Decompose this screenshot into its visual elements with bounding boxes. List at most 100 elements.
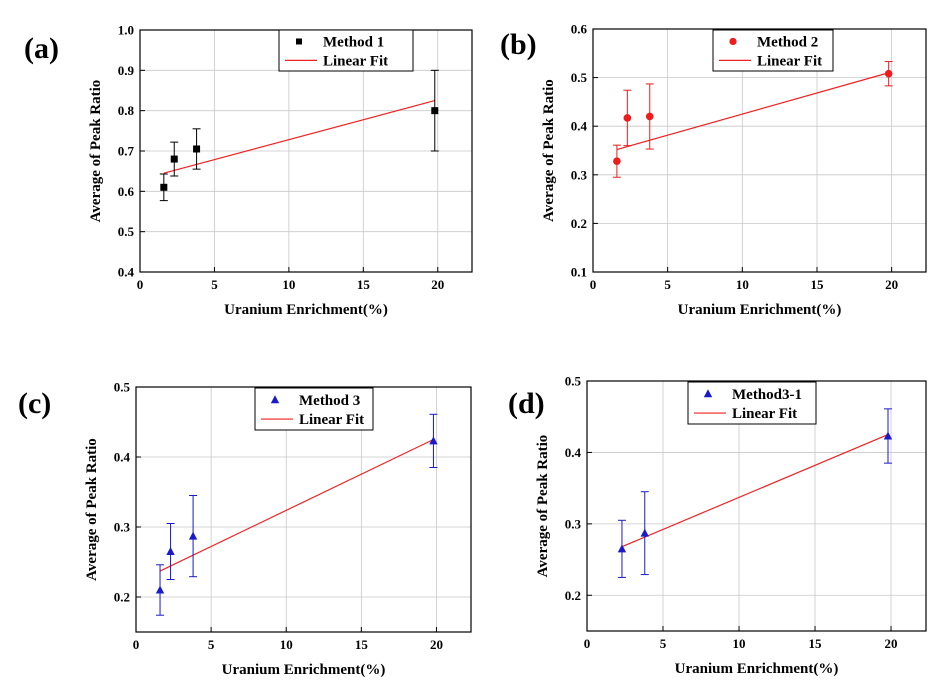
- y-tick-label: 0.6: [571, 22, 588, 37]
- linear-fit-line: [159, 438, 434, 572]
- y-tick-label: 0.6: [118, 184, 135, 199]
- legend-marker: [703, 389, 713, 398]
- y-tick-label: 0.3: [565, 516, 582, 531]
- legend-label: Linear Fit: [757, 53, 822, 69]
- data-point: [188, 531, 198, 540]
- legend-marker: [729, 37, 737, 46]
- y-tick-label: 0.9: [118, 63, 135, 78]
- y-tick-label: 0.4: [565, 445, 582, 460]
- data-point: [623, 114, 632, 122]
- y-tick-label: 0.4: [571, 119, 588, 134]
- plot-frame: [586, 380, 927, 632]
- y-tick-label: 0.5: [571, 70, 588, 85]
- panel-label: (b): [500, 28, 537, 61]
- x-tick-label: 10: [733, 636, 746, 651]
- panel-label: (a): [24, 32, 59, 65]
- x-tick-label: 20: [885, 277, 898, 292]
- x-tick-label: 20: [430, 637, 443, 652]
- y-tick-label: 0.4: [118, 265, 135, 280]
- data-point: [884, 69, 893, 78]
- legend-label: Linear Fit: [323, 53, 388, 69]
- x-tick-label: 5: [208, 637, 215, 652]
- legend-marker: [270, 395, 280, 404]
- y-tick-label: 0.7: [118, 144, 135, 159]
- y-tick-label: 0.3: [571, 167, 588, 182]
- x-axis-title: Uranium Enrichment(%): [678, 302, 842, 318]
- y-tick-label: 0.2: [571, 216, 587, 231]
- data-point: [429, 436, 438, 445]
- legend: Method 2 Linear Fit: [712, 29, 834, 72]
- x-tick-label: 15: [810, 277, 824, 292]
- x-tick-label: 10: [280, 637, 293, 652]
- legend-label: Linear Fit: [299, 412, 364, 428]
- x-tick-label: 0: [137, 277, 144, 292]
- x-tick-label: 5: [664, 277, 671, 292]
- data-point: [613, 157, 621, 165]
- x-tick-label: 5: [660, 636, 667, 651]
- legend-box: [687, 381, 817, 425]
- legend-box: [278, 29, 414, 72]
- x-tick-label: 10: [736, 277, 749, 292]
- legend-label: Method3-1: [732, 387, 802, 403]
- x-tick-label: 0: [133, 637, 140, 652]
- legend-box: [712, 29, 834, 72]
- x-tick-label: 5: [211, 277, 218, 292]
- y-tick-label: 0.5: [114, 380, 131, 395]
- chart-panel-a: (a) 0 5 10 15 20 0.4 0.5 0.6 0.7 0.8 0.9 1.0 Uranium …: [24, 23, 473, 318]
- y-tick-label: 0.5: [118, 224, 135, 239]
- data-point: [883, 431, 893, 440]
- legend-label: Method 3: [299, 393, 360, 409]
- x-axis-title: Uranium Enrichment(%): [222, 662, 386, 678]
- linear-fit-line: [616, 72, 889, 151]
- data-point: [166, 547, 175, 555]
- data-point: [645, 112, 654, 121]
- legend: Method3-1 Linear Fit: [687, 381, 817, 425]
- legend: Method 1 Linear Fit: [278, 29, 414, 72]
- chart-panel-b: (b) 0 5 10 15 20 0.1 0.2 0.3 0.4 0.5 0.6 Uranium Enr…: [500, 22, 927, 318]
- x-axis-title: Uranium Enrichment(%): [675, 661, 839, 677]
- x-tick-label: 0: [590, 277, 597, 292]
- legend-label: Method 2: [757, 34, 818, 50]
- data-point: [617, 544, 627, 553]
- y-tick-label: 0.1: [571, 265, 587, 280]
- x-tick-label: 15: [355, 637, 369, 652]
- x-tick-label: 15: [809, 636, 823, 651]
- legend-label: Linear Fit: [732, 406, 797, 422]
- x-tick-label: 0: [584, 636, 591, 651]
- y-tick-label: 0.2: [114, 590, 130, 605]
- y-axis-title: Average of Peak Ratio: [84, 438, 100, 581]
- plot-frame: [592, 28, 927, 273]
- data-point: [640, 528, 649, 537]
- legend-label: Method 1: [323, 34, 384, 50]
- linear-fit-line: [621, 434, 889, 548]
- y-tick-label: 0.3: [114, 520, 131, 535]
- x-tick-label: 20: [885, 636, 898, 651]
- y-tick-label: 0.5: [565, 374, 582, 389]
- x-tick-label: 15: [357, 277, 371, 292]
- panel-label: (d): [508, 387, 545, 420]
- data-point: [155, 585, 165, 594]
- panel-label: (c): [18, 387, 51, 420]
- linear-fit-line: [163, 100, 435, 174]
- legend-box: [254, 387, 374, 431]
- legend: Method 3 Linear Fit: [254, 387, 374, 431]
- data-point: [193, 145, 201, 153]
- data-point: [160, 183, 168, 191]
- y-axis-title: Average of Peak Ratio: [535, 435, 551, 578]
- y-tick-label: 0.2: [565, 588, 581, 603]
- plot-frame: [135, 386, 472, 633]
- y-axis-title: Average of Peak Ratio: [88, 80, 104, 223]
- y-tick-label: 1.0: [118, 23, 134, 38]
- x-axis-title: Uranium Enrichment(%): [224, 302, 388, 318]
- y-tick-label: 0.8: [118, 103, 135, 118]
- y-tick-label: 0.4: [114, 450, 131, 465]
- x-tick-label: 20: [431, 277, 444, 292]
- data-point: [431, 107, 439, 115]
- chart-panel-c: (c) 0 5 10 15 20 0.2 0.3 0.4 0.5 Uranium Enrichmen…: [18, 380, 472, 678]
- chart-panel-d: (d) 0 5 10 15 20 0.2 0.3 0.4 0.5 Uranium Enrichmen…: [508, 374, 927, 677]
- legend-marker: [296, 38, 302, 45]
- data-point: [170, 155, 178, 163]
- y-axis-title: Average of Peak Ratio: [541, 79, 557, 222]
- x-tick-label: 10: [282, 277, 295, 292]
